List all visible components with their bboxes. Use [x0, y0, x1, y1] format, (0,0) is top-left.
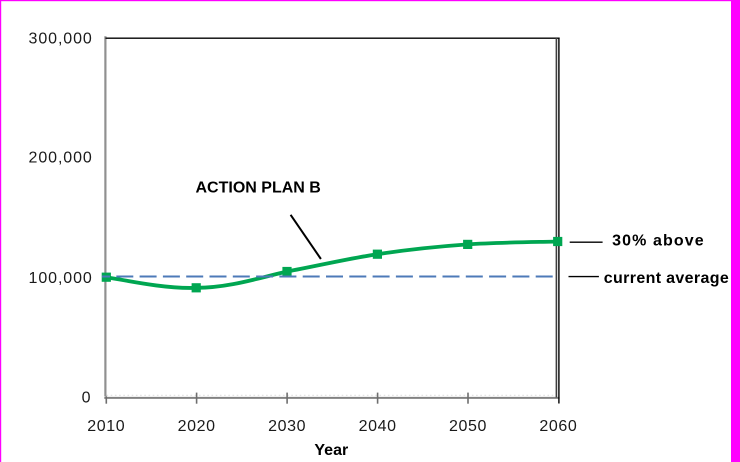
svg-text:2040: 2040 [359, 418, 397, 435]
svg-text:30% above: 30% above [612, 232, 705, 249]
svg-text:100,000: 100,000 [29, 270, 93, 287]
svg-text:2010: 2010 [87, 418, 125, 435]
svg-text:ACTION PLAN B: ACTION PLAN B [196, 179, 321, 196]
svg-text:current average: current average [604, 270, 729, 287]
svg-text:Year: Year [314, 442, 348, 459]
svg-text:300,000: 300,000 [29, 30, 93, 47]
svg-text:0: 0 [82, 390, 91, 407]
svg-text:2050: 2050 [449, 418, 487, 435]
svg-text:2060: 2060 [539, 418, 577, 435]
svg-text:2020: 2020 [178, 418, 216, 435]
svg-text:2030: 2030 [268, 418, 306, 435]
svg-text:200,000: 200,000 [29, 150, 93, 167]
